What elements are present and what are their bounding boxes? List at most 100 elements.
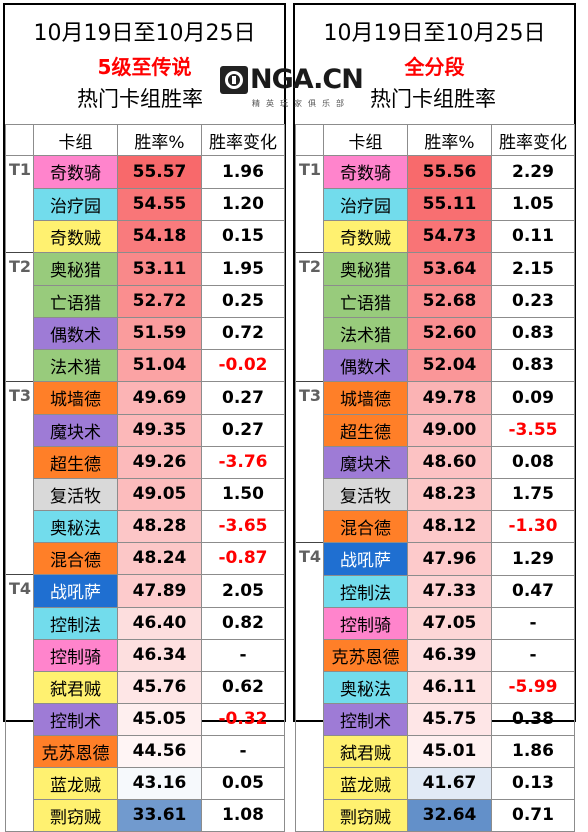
table-row: 超生德 49.00 -3.55: [295, 413, 575, 447]
winrate-change: 0.15: [201, 219, 285, 253]
table-row: T4 战吼萨 47.89 2.05: [5, 574, 285, 608]
winrate-change: 2.29: [491, 155, 575, 189]
tier-label: [295, 349, 324, 382]
deck-name: 剽窃贼: [33, 798, 118, 832]
winrate-value: 33.61: [117, 798, 202, 832]
table-body: T1 奇数骑 55.56 2.29 治疗园 55.11 1.05 奇数贼 54.73 0.11 T2…: [295, 155, 575, 832]
table-row: 偶数术 51.59 0.72: [5, 316, 285, 350]
table-row: 奇数贼 54.73 0.11: [295, 219, 575, 253]
deck-name: 奇数贼: [323, 219, 408, 253]
tier-label: [295, 575, 324, 607]
table-row: 克苏恩德 46.39-: [295, 638, 575, 672]
deck-name: 克苏恩德: [33, 734, 118, 768]
winrate-change: 1.75: [491, 477, 575, 511]
winrate-value: 45.01: [407, 734, 492, 768]
winrate-header: 胜率%: [117, 124, 202, 156]
winrate-value: 55.57: [117, 155, 202, 189]
winrate-value: 55.11: [407, 187, 492, 221]
tier-label: [5, 317, 34, 349]
winrate-value: 48.12: [407, 509, 492, 543]
deck-name: 控制骑: [33, 638, 118, 672]
deck-name: 城墙德: [323, 381, 408, 415]
winrate-change: 1.96: [201, 155, 285, 189]
table-row: 控制术 45.05 -0.32: [5, 702, 285, 736]
table-row: T2 奥秘猎 53.64 2.15: [295, 252, 575, 286]
left-panel: 10月19日至10月25日 5级至传说 热门卡组胜率 卡组 胜率% 胜率变化 T…: [3, 3, 286, 832]
table-row: 控制骑 46.34-: [5, 638, 285, 672]
tier-label: T1: [5, 155, 34, 188]
tier-label: [5, 639, 34, 671]
table-row: 控制法 47.33 0.47: [295, 574, 575, 608]
deck-name: 控制法: [33, 606, 118, 640]
logo-subtext: 精英玩家俱乐部: [252, 99, 350, 108]
winrate-value: 55.56: [407, 155, 492, 189]
winrate-value: 49.05: [117, 477, 202, 511]
winrate-change: -0.32: [201, 702, 285, 736]
deck-name: 亡语猎: [33, 284, 118, 318]
tier-label: T4: [295, 542, 324, 575]
winrate-change: 0.83: [491, 348, 575, 382]
winrate-change: 0.08: [491, 445, 575, 479]
date-range: 10月19日至10月25日: [33, 21, 256, 46]
deck-name: 混合德: [323, 509, 408, 543]
winrate-change: 1.86: [491, 734, 575, 768]
tier-label: [5, 735, 34, 767]
winrate-value: 49.78: [407, 381, 492, 415]
table-row: 魔块术 49.35 0.27: [5, 413, 285, 447]
winrate-change: 0.72: [201, 316, 285, 350]
winrate-change: 2.05: [201, 574, 285, 608]
winrate-value: 46.11: [407, 670, 492, 704]
tier-label: [295, 703, 324, 735]
winrate-value: 48.28: [117, 509, 202, 543]
tier-label: [5, 510, 34, 542]
deck-name: 法术猎: [33, 348, 118, 382]
deck-name: 控制骑: [323, 606, 408, 640]
tier-label: [295, 285, 324, 317]
winrate-value: 45.76: [117, 670, 202, 704]
winrate-value: 47.05: [407, 606, 492, 640]
tier-label: [295, 639, 324, 671]
table-row: 控制骑 47.05-: [295, 606, 575, 640]
tier-label: [295, 446, 324, 478]
table-row: 治疗园 55.11 1.05: [295, 187, 575, 221]
table-row: 奇数贼 54.18 0.15: [5, 219, 285, 253]
winrate-change: 0.27: [201, 413, 285, 447]
table-row: 法术猎 51.04 -0.02: [5, 348, 285, 382]
table-row: 亡语猎 52.68 0.23: [295, 284, 575, 318]
winrate-value: 48.24: [117, 541, 202, 575]
deck-name: 弑君贼: [33, 670, 118, 704]
tier-label: T3: [295, 381, 324, 414]
deck-name: 战吼萨: [33, 574, 118, 608]
tier-label: [295, 414, 324, 446]
table-row: 混合德 48.12 -1.30: [295, 509, 575, 543]
table-row: 弑君贼 45.01 1.86: [295, 734, 575, 768]
winrate-value: 49.69: [117, 381, 202, 415]
deck-name: 偶数术: [323, 348, 408, 382]
deck-name: 魔块术: [323, 445, 408, 479]
tier-label: [5, 414, 34, 446]
tier-label: T3: [5, 381, 34, 414]
change-header: 胜率变化: [201, 124, 285, 156]
table-row: T1 奇数骑 55.57 1.96: [5, 155, 285, 189]
winrate-change: 0.23: [491, 284, 575, 318]
table-body: T1 奇数骑 55.57 1.96 治疗园 54.55 1.20 奇数贼 54.18 0.15 T2…: [5, 155, 285, 832]
deck-name: 亡语猎: [323, 284, 408, 318]
deck-name: 城墙德: [33, 381, 118, 415]
winrate-value: 51.04: [117, 348, 202, 382]
winrate-value: 47.89: [117, 574, 202, 608]
tier-label: [5, 188, 34, 220]
deck-header: 卡组: [323, 124, 408, 156]
table-row: 控制术 45.75 0.38: [295, 702, 575, 736]
winrate-header: 胜率%: [407, 124, 492, 156]
panel-caption: 热门卡组胜率: [77, 87, 203, 111]
change-header: 胜率变化: [491, 124, 575, 156]
table-row: 蓝龙贼 43.16 0.05: [5, 766, 285, 800]
winrate-value: 52.68: [407, 284, 492, 318]
winrate-change: 1.95: [201, 252, 285, 286]
table-row: 混合德 48.24 -0.87: [5, 541, 285, 575]
table-row: 奥秘法 48.28 -3.65: [5, 509, 285, 543]
deck-name: 奥秘猎: [323, 252, 408, 286]
table-row: 复活牧 49.05 1.50: [5, 477, 285, 511]
table-row: 控制法 46.40 0.82: [5, 606, 285, 640]
tier-label: [295, 767, 324, 799]
